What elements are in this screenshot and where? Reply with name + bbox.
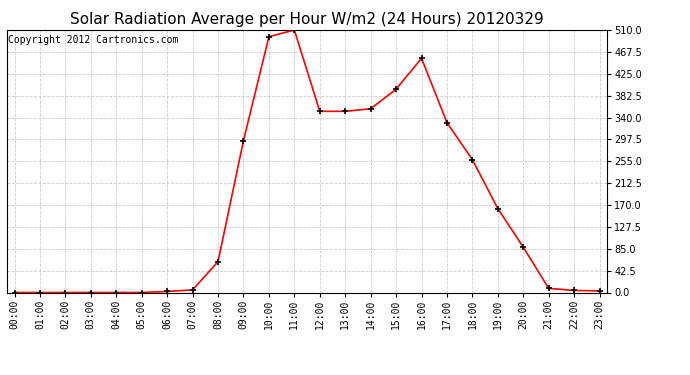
Text: Copyright 2012 Cartronics.com: Copyright 2012 Cartronics.com (8, 35, 179, 45)
Title: Solar Radiation Average per Hour W/m2 (24 Hours) 20120329: Solar Radiation Average per Hour W/m2 (2… (70, 12, 544, 27)
